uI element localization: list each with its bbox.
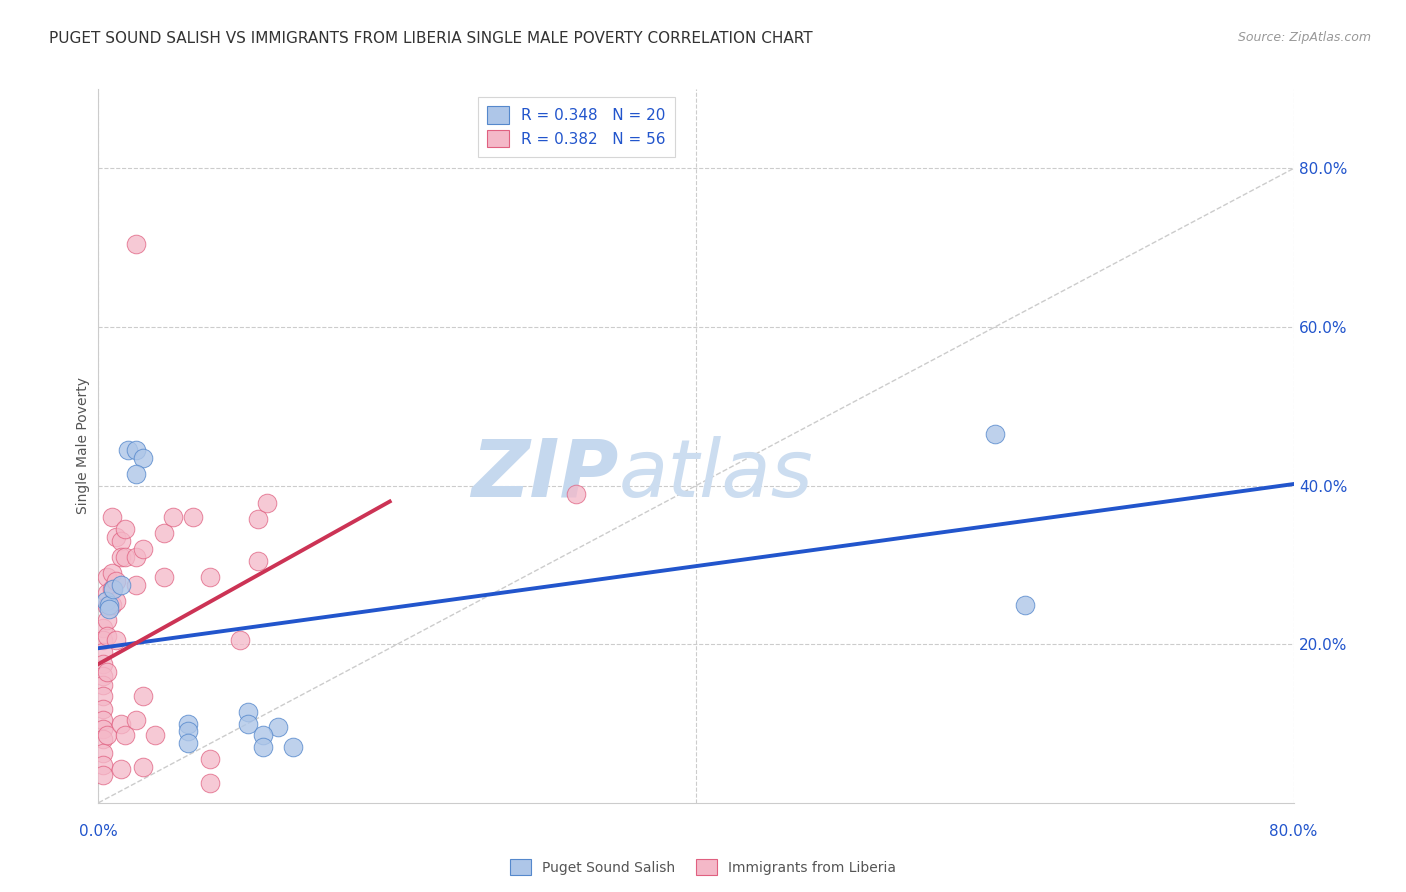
Point xyxy=(91,621,114,635)
Point xyxy=(1014,598,1036,612)
Point xyxy=(177,724,200,739)
Point xyxy=(91,713,114,727)
Point xyxy=(153,570,176,584)
Point xyxy=(236,716,259,731)
Point xyxy=(91,657,114,671)
Point xyxy=(252,740,274,755)
Point xyxy=(103,582,125,596)
Point xyxy=(200,776,222,790)
Point xyxy=(236,705,259,719)
Point xyxy=(229,633,252,648)
Y-axis label: Single Male Poverty: Single Male Poverty xyxy=(76,377,90,515)
Legend: Puget Sound Salish, Immigrants from Liberia: Puget Sound Salish, Immigrants from Libe… xyxy=(505,854,901,880)
Point xyxy=(96,599,118,614)
Point xyxy=(117,442,139,457)
Point xyxy=(101,566,124,580)
Point xyxy=(181,510,204,524)
Point xyxy=(162,510,184,524)
Point xyxy=(114,728,136,742)
Point xyxy=(132,542,155,557)
Point xyxy=(110,578,132,592)
Point xyxy=(110,549,132,564)
Point xyxy=(114,522,136,536)
Point xyxy=(91,746,114,760)
Point xyxy=(252,728,274,742)
Text: ZIP: ZIP xyxy=(471,435,619,514)
Point xyxy=(91,689,114,703)
Text: Source: ZipAtlas.com: Source: ZipAtlas.com xyxy=(1237,31,1371,45)
Point xyxy=(267,721,290,735)
Point xyxy=(200,752,222,766)
Point xyxy=(125,442,148,457)
Point xyxy=(105,530,128,544)
Point xyxy=(91,645,114,659)
Point xyxy=(281,740,304,755)
Point xyxy=(96,728,118,742)
Point xyxy=(96,614,118,628)
Point xyxy=(91,678,114,692)
Legend: R = 0.348   N = 20, R = 0.382   N = 56: R = 0.348 N = 20, R = 0.382 N = 56 xyxy=(478,97,675,157)
Point xyxy=(105,574,128,588)
Point xyxy=(177,736,200,750)
Text: atlas: atlas xyxy=(619,435,813,514)
Point xyxy=(200,570,222,584)
Point xyxy=(110,763,132,777)
Point xyxy=(153,526,176,541)
Point xyxy=(247,512,270,526)
Point xyxy=(91,669,114,683)
Point xyxy=(91,757,114,772)
Point xyxy=(110,716,132,731)
Point xyxy=(94,593,117,607)
Point xyxy=(91,768,114,782)
Point xyxy=(177,716,200,731)
Point xyxy=(125,467,148,481)
Point xyxy=(110,534,132,549)
Text: PUGET SOUND SALISH VS IMMIGRANTS FROM LIBERIA SINGLE MALE POVERTY CORRELATION CH: PUGET SOUND SALISH VS IMMIGRANTS FROM LI… xyxy=(49,31,813,46)
Point xyxy=(97,601,120,615)
Point xyxy=(125,236,148,251)
Point xyxy=(125,578,148,592)
Point xyxy=(91,633,114,648)
Point xyxy=(984,427,1007,442)
Point xyxy=(125,549,148,564)
Point xyxy=(96,629,118,643)
Point xyxy=(125,713,148,727)
Point xyxy=(143,728,166,742)
Point xyxy=(105,633,128,648)
Point xyxy=(565,486,588,500)
Point xyxy=(247,554,270,568)
Point xyxy=(101,598,124,612)
Point xyxy=(96,665,118,679)
Point xyxy=(105,593,128,607)
Point xyxy=(132,689,155,703)
Point xyxy=(101,510,124,524)
Point xyxy=(96,570,118,584)
Point xyxy=(101,582,124,596)
Text: 0.0%: 0.0% xyxy=(79,824,118,839)
Point xyxy=(256,496,278,510)
Point xyxy=(91,722,114,736)
Point xyxy=(91,702,114,716)
Point xyxy=(114,549,136,564)
Text: 80.0%: 80.0% xyxy=(1270,824,1317,839)
Point xyxy=(132,450,155,465)
Point xyxy=(132,760,155,774)
Point xyxy=(96,585,118,599)
Point xyxy=(97,598,120,612)
Point xyxy=(91,732,114,747)
